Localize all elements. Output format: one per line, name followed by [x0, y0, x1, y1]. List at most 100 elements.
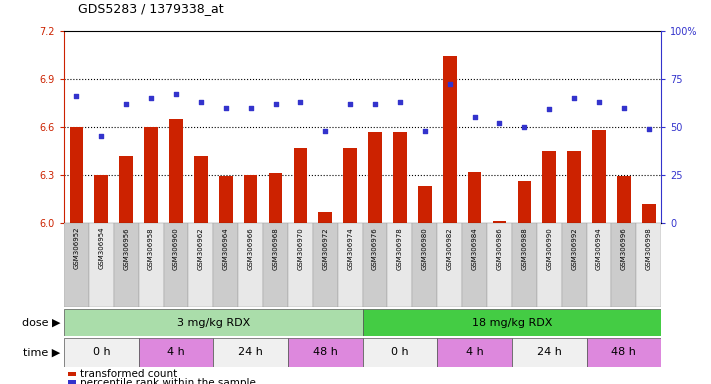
- Text: GSM306974: GSM306974: [347, 227, 353, 270]
- Text: GSM306968: GSM306968: [272, 227, 279, 270]
- Bar: [493, 221, 506, 223]
- Point: [95, 133, 107, 139]
- Bar: [592, 130, 606, 223]
- Bar: [363, 338, 437, 367]
- Text: 48 h: 48 h: [313, 347, 338, 358]
- Text: 4 h: 4 h: [466, 347, 483, 358]
- Point: [195, 99, 206, 105]
- Point: [270, 101, 282, 107]
- Text: GSM306960: GSM306960: [173, 227, 179, 270]
- Bar: [244, 175, 257, 223]
- Point: [568, 95, 579, 101]
- Bar: [169, 119, 183, 223]
- Point: [543, 106, 555, 113]
- Bar: [219, 176, 232, 223]
- Bar: [512, 338, 587, 367]
- Text: GSM306980: GSM306980: [422, 227, 428, 270]
- Bar: [263, 223, 288, 307]
- Bar: [294, 147, 307, 223]
- Text: 0 h: 0 h: [92, 347, 110, 358]
- Text: 3 mg/kg RDX: 3 mg/kg RDX: [176, 318, 250, 328]
- Text: GSM306992: GSM306992: [571, 227, 577, 270]
- Bar: [567, 151, 581, 223]
- Bar: [144, 127, 158, 223]
- Bar: [587, 223, 611, 307]
- Bar: [437, 338, 512, 367]
- Bar: [587, 338, 661, 367]
- Text: GDS5283 / 1379338_at: GDS5283 / 1379338_at: [78, 2, 224, 15]
- Bar: [512, 223, 537, 307]
- Text: GSM306976: GSM306976: [372, 227, 378, 270]
- Text: GSM306988: GSM306988: [521, 227, 528, 270]
- Bar: [368, 132, 382, 223]
- Bar: [319, 212, 332, 223]
- Bar: [462, 223, 487, 307]
- Point: [493, 120, 505, 126]
- Bar: [617, 176, 631, 223]
- Text: GSM306962: GSM306962: [198, 227, 204, 270]
- Text: percentile rank within the sample: percentile rank within the sample: [80, 378, 255, 384]
- Text: GSM306954: GSM306954: [98, 227, 105, 270]
- Bar: [343, 147, 357, 223]
- Text: GSM306972: GSM306972: [322, 227, 328, 270]
- Point: [120, 101, 132, 107]
- Bar: [542, 151, 556, 223]
- Bar: [313, 223, 338, 307]
- Text: GSM306998: GSM306998: [646, 227, 652, 270]
- Bar: [89, 223, 114, 307]
- Text: 48 h: 48 h: [611, 347, 636, 358]
- Bar: [412, 223, 437, 307]
- Bar: [64, 223, 89, 307]
- Bar: [139, 223, 164, 307]
- Text: GSM306978: GSM306978: [397, 227, 403, 270]
- Bar: [139, 338, 213, 367]
- Point: [245, 104, 256, 111]
- Bar: [213, 223, 238, 307]
- Point: [370, 101, 381, 107]
- Text: 0 h: 0 h: [391, 347, 409, 358]
- Text: GSM306984: GSM306984: [471, 227, 478, 270]
- Bar: [338, 223, 363, 307]
- Point: [394, 99, 405, 105]
- Bar: [443, 56, 456, 223]
- Bar: [418, 186, 432, 223]
- Text: time ▶: time ▶: [23, 347, 60, 358]
- Bar: [363, 309, 661, 336]
- Point: [145, 95, 156, 101]
- Bar: [269, 173, 282, 223]
- Bar: [487, 223, 512, 307]
- Point: [593, 99, 604, 105]
- Point: [294, 99, 306, 105]
- Text: 24 h: 24 h: [238, 347, 263, 358]
- Bar: [188, 223, 213, 307]
- Text: dose ▶: dose ▶: [22, 318, 60, 328]
- Bar: [288, 223, 313, 307]
- Bar: [238, 223, 263, 307]
- Text: 24 h: 24 h: [537, 347, 562, 358]
- Bar: [95, 175, 108, 223]
- Point: [469, 114, 481, 120]
- Bar: [642, 204, 656, 223]
- Bar: [468, 172, 481, 223]
- Bar: [114, 223, 139, 307]
- Bar: [562, 223, 587, 307]
- Text: GSM306958: GSM306958: [148, 227, 154, 270]
- Bar: [194, 156, 208, 223]
- Point: [220, 104, 232, 111]
- Bar: [363, 223, 387, 307]
- Bar: [288, 338, 363, 367]
- Point: [70, 93, 82, 99]
- Text: GSM306996: GSM306996: [621, 227, 627, 270]
- Bar: [387, 223, 412, 307]
- Bar: [64, 309, 363, 336]
- Point: [643, 126, 654, 132]
- Text: GSM306952: GSM306952: [73, 227, 80, 270]
- Text: 4 h: 4 h: [167, 347, 185, 358]
- Text: GSM306982: GSM306982: [447, 227, 453, 270]
- Bar: [437, 223, 462, 307]
- Bar: [70, 127, 83, 223]
- Bar: [518, 181, 531, 223]
- Text: GSM306990: GSM306990: [546, 227, 552, 270]
- Point: [170, 91, 181, 97]
- Text: GSM306966: GSM306966: [247, 227, 254, 270]
